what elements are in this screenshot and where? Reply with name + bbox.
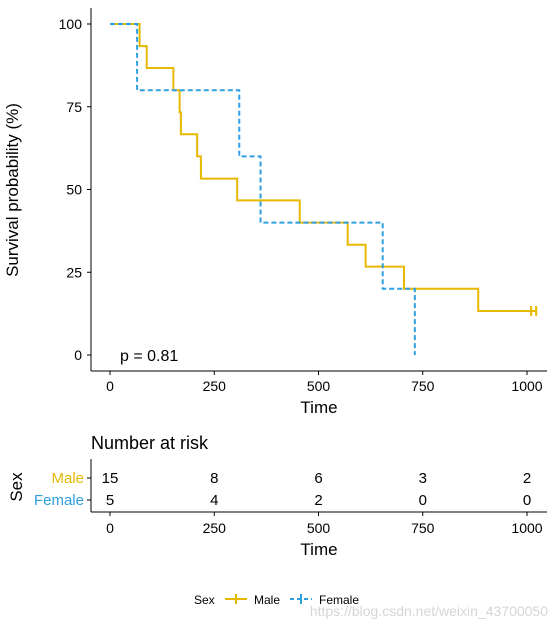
risk-x-tick-label: 250 <box>203 520 227 536</box>
risk-row-label: Male <box>51 470 84 487</box>
legend-label-male: Male <box>254 593 280 607</box>
x-tick-label: 500 <box>307 378 331 394</box>
x-axis-title: Time <box>300 398 337 417</box>
risk-row-label: Female <box>34 492 84 509</box>
risk-table-title: Number at risk <box>91 433 209 453</box>
risk-count: 6 <box>314 470 322 487</box>
legend-item-male: Male <box>225 593 280 607</box>
risk-x-tick-label: 1000 <box>511 520 542 536</box>
risk-table-x-axis-title: Time <box>300 540 337 559</box>
p-value-annotation: p = 0.81 <box>120 348 178 365</box>
x-tick-label: 0 <box>106 378 114 394</box>
risk-count: 5 <box>106 492 114 509</box>
legend: Sex Male Female <box>194 593 359 607</box>
y-axis-title: Survival probability (%) <box>3 103 22 277</box>
risk-count: 8 <box>210 470 218 487</box>
km-curve-male <box>110 23 537 312</box>
y-tick-label: 0 <box>74 347 82 363</box>
risk-table-x-ticks: 0 250 500 750 1000 <box>106 512 543 536</box>
risk-x-tick-label: 0 <box>106 520 114 536</box>
risk-table-rows: Male 15 8 6 3 2 Female 5 4 2 0 0 <box>34 470 531 509</box>
x-tick-label: 750 <box>411 378 435 394</box>
survival-curves <box>110 23 538 355</box>
risk-count: 2 <box>314 492 322 509</box>
watermark: https://blog.csdn.net/weixin_43700050 <box>310 603 548 619</box>
x-tick-label: 1000 <box>511 378 542 394</box>
y-tick-label: 50 <box>66 182 82 198</box>
legend-title: Sex <box>194 593 215 607</box>
legend-item-female: Female <box>290 593 359 607</box>
risk-count: 15 <box>102 470 119 487</box>
risk-count: 2 <box>523 470 531 487</box>
risk-table-axis-title: Sex <box>7 472 26 502</box>
y-tick-label: 75 <box>66 99 82 115</box>
risk-count: 0 <box>523 492 531 509</box>
survival-plot: 0 25 50 75 100 0 250 500 750 1000 Survival proba… <box>3 8 547 417</box>
x-tick-label: 250 <box>203 378 227 394</box>
risk-x-tick-label: 500 <box>307 520 331 536</box>
km-curve-female <box>110 23 416 355</box>
risk-x-tick-label: 750 <box>411 520 435 536</box>
y-axis-ticks: 0 25 50 75 100 <box>59 16 91 363</box>
legend-label-female: Female <box>319 593 359 607</box>
y-tick-label: 25 <box>66 264 82 280</box>
risk-count: 0 <box>419 492 427 509</box>
risk-count: 4 <box>210 492 218 509</box>
risk-count: 3 <box>419 470 427 487</box>
y-tick-label: 100 <box>59 16 83 32</box>
x-axis-ticks: 0 250 500 750 1000 <box>106 371 543 394</box>
